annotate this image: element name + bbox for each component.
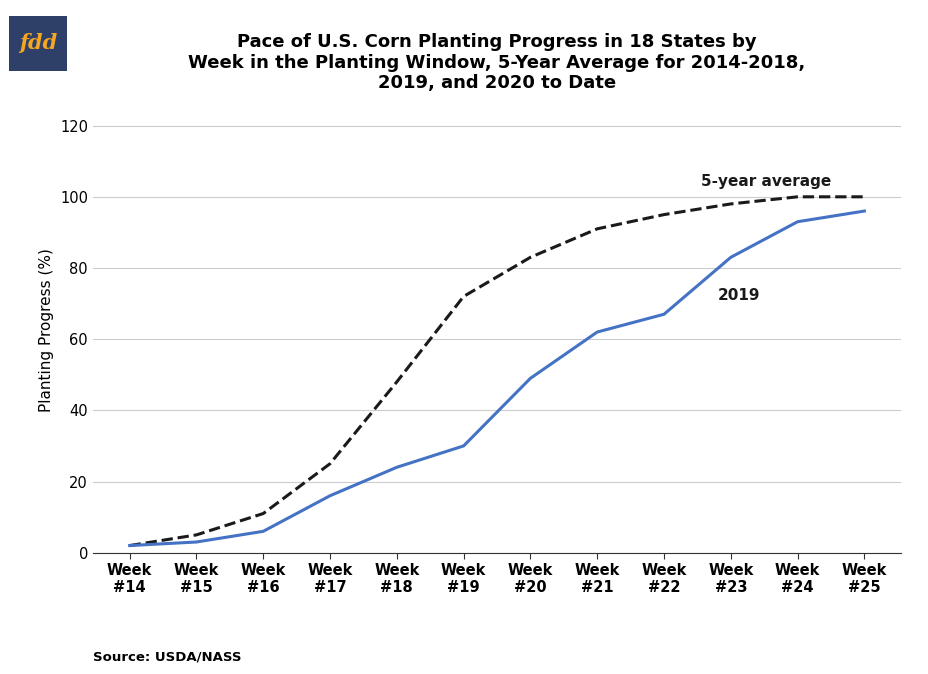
Text: Source: USDA/NASS: Source: USDA/NASS [93, 650, 241, 663]
Y-axis label: Planting Progress (%): Planting Progress (%) [40, 248, 55, 412]
Title: Pace of U.S. Corn Planting Progress in 18 States by
Week in the Planting Window,: Pace of U.S. Corn Planting Progress in 1… [188, 33, 805, 92]
Text: fdd: fdd [19, 33, 58, 53]
Text: 5-year average: 5-year average [700, 174, 831, 189]
Text: 2019: 2019 [716, 288, 759, 303]
